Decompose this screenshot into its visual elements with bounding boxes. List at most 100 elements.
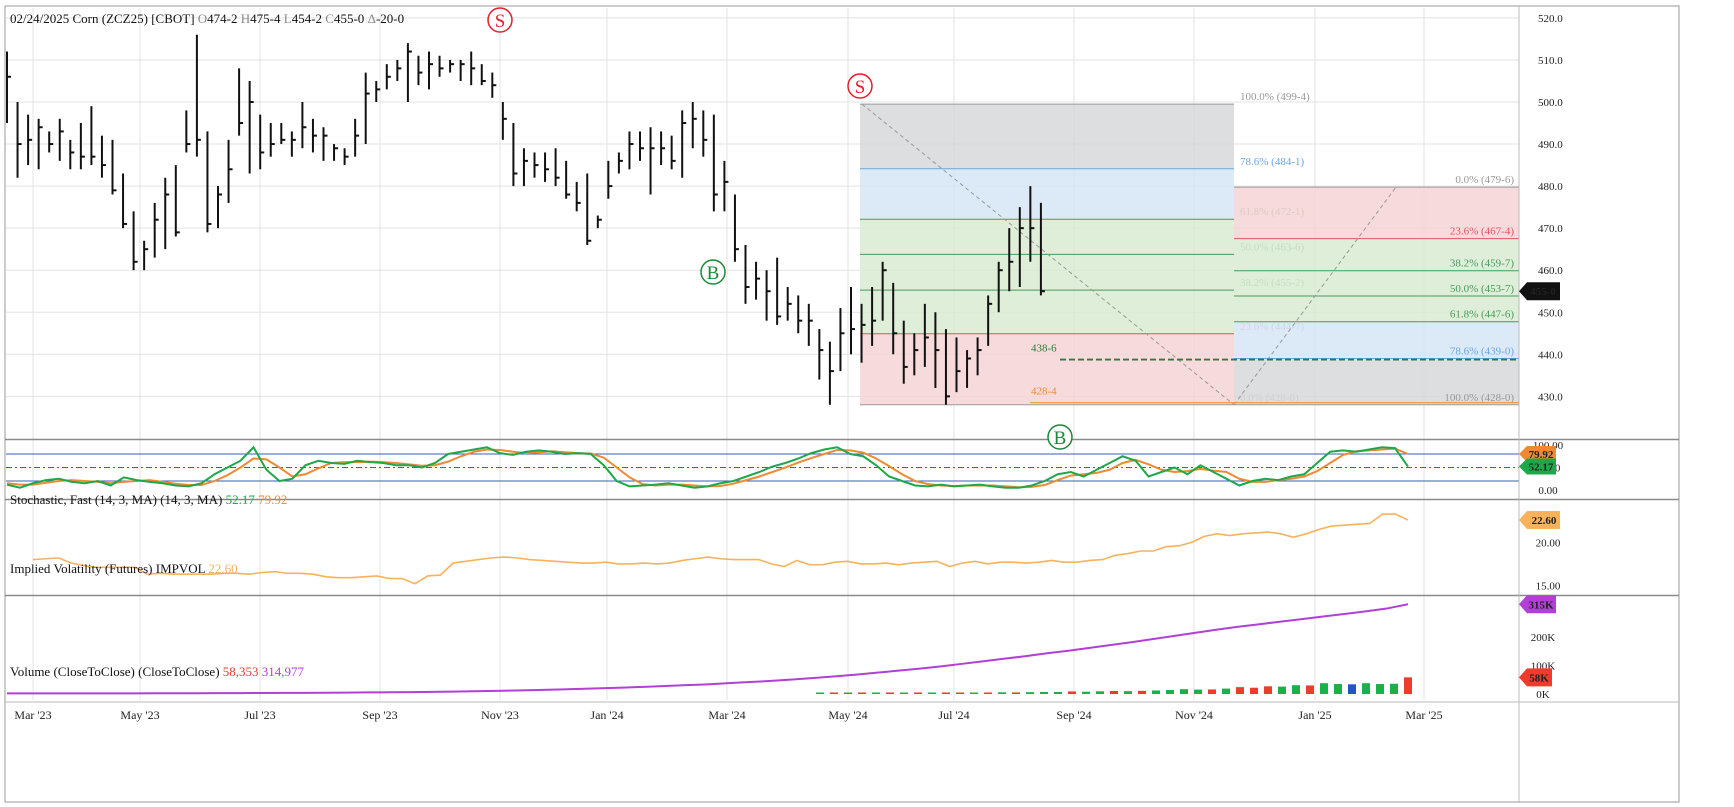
- price-tick-label: 450.0: [1538, 307, 1563, 319]
- date-tick-label: Jul '23: [244, 708, 275, 722]
- volume-bar: [914, 692, 922, 694]
- volume-bar: [1320, 683, 1328, 694]
- volume-bar: [1180, 689, 1188, 694]
- fib1-trendline: [861, 103, 1235, 406]
- signal-letter: B: [707, 263, 720, 284]
- date-tick-label: Sep '23: [362, 708, 397, 722]
- price-tick-label: 520.0: [1538, 13, 1563, 25]
- date-tick-label: Nov '23: [481, 708, 519, 722]
- impvol-title-row: Implied Volatility (Futures) IMPVOL 22.6…: [10, 561, 238, 576]
- volume-tick-label: 200K: [1531, 632, 1556, 644]
- impvol-value: 22.60: [208, 561, 237, 576]
- volume-bar: [1390, 683, 1398, 694]
- signal-marker: [847, 73, 873, 99]
- volume-panel: [7, 603, 1412, 695]
- price-tick-label: 510.0: [1538, 55, 1563, 67]
- volume-bar: [1068, 691, 1076, 694]
- fib1-zone: [860, 333, 1234, 405]
- volume-bar: [900, 692, 908, 694]
- fib2-level-label: 61.8% (447-6): [1450, 309, 1514, 321]
- volume-bar: [984, 692, 992, 694]
- volume-bar: [1082, 691, 1090, 694]
- volume-bar: [1012, 692, 1020, 694]
- change-label: Δ: [368, 11, 376, 26]
- fib1-level-label: 100.0% (499-4): [1240, 91, 1310, 103]
- fib2-zone: [1234, 321, 1519, 359]
- open-value: 474-2: [207, 11, 237, 26]
- fib2-level-label: 78.6% (439-0): [1450, 346, 1514, 358]
- high-label: H: [241, 11, 250, 26]
- panel-separators: [5, 438, 1679, 703]
- right-axis: 520.0 510.0 500.0 490.0 480.0 470.0 460.0 450.0…: [1518, 6, 1564, 802]
- fib1-zone: [860, 168, 1234, 220]
- fib2-zone: [1234, 295, 1519, 322]
- volume-bar: [1194, 689, 1202, 694]
- header-date: 02/24/2025: [10, 11, 69, 26]
- date-tick-label: Mar '23: [14, 708, 51, 722]
- fib1-zone: [860, 290, 1234, 334]
- last-price-badge: [1519, 282, 1560, 301]
- fib2-level-label: 38.2% (459-7): [1450, 258, 1514, 270]
- impvol-tick-label: 15.00: [1536, 580, 1561, 592]
- fib1-zone: [860, 254, 1234, 291]
- volume-bar: [1026, 692, 1034, 694]
- volume-bar: [1404, 677, 1412, 694]
- stochastic-d-badge: [1519, 446, 1556, 463]
- volume-bar: [928, 692, 936, 694]
- volume-bar: [886, 692, 894, 694]
- impvol-line: [32, 513, 1409, 585]
- open-interest-value: 314,977: [262, 664, 305, 679]
- stochastic-d-value: 79.92: [258, 492, 287, 507]
- price-tick-label: 470.0: [1538, 223, 1563, 235]
- low-marker-label: 428-4: [1031, 386, 1057, 398]
- fib1-zone: [860, 104, 1234, 169]
- date-tick-label: Jan '24: [590, 708, 623, 722]
- fibonacci-retracements: 100.0% (499-4)78.6% (484-1)61.8% (472-1)…: [860, 91, 1519, 406]
- volume-tick-label: 0K: [1536, 689, 1550, 701]
- price-tick-label: 480.0: [1538, 181, 1563, 193]
- volume-bar: [998, 692, 1006, 694]
- signal-marker: [700, 259, 726, 285]
- open-label: O: [198, 11, 207, 26]
- volume-bar: [1096, 691, 1104, 694]
- volume-bar: [1306, 685, 1314, 694]
- volume-bar: [1334, 684, 1342, 694]
- volume-bar: [1292, 685, 1300, 694]
- stochastic-title: Stochastic, Fast (14, 3, MA) (14, 3, MA): [10, 492, 222, 507]
- price-bars: [6, 34, 1045, 405]
- stochastic-k-badge-label: 52.17: [1529, 462, 1554, 474]
- fib1-zone: [860, 219, 1234, 255]
- stochastic-panel: [6, 445, 1519, 489]
- header-instrument: Corn (ZCZ25) [CBOT]: [72, 11, 194, 26]
- date-axis: Mar '23 May '23 Jul '23 Sep '23 Nov '23 Jan '…: [14, 708, 1442, 722]
- volume-bar: [1152, 690, 1160, 694]
- fib2-level-label: 0.0% (479-6): [1455, 174, 1514, 186]
- volume-bar: [1166, 690, 1174, 694]
- price-tick-label: 490.0: [1538, 139, 1563, 151]
- impvol-tick-label: 20.00: [1536, 537, 1561, 549]
- last-price-label: 455-0: [1530, 286, 1556, 298]
- volume-bar: [1054, 692, 1062, 694]
- signal-letter: S: [855, 77, 866, 98]
- signal-letter: B: [1054, 428, 1067, 449]
- fib2-level-label: 50.0% (453-7): [1450, 283, 1514, 295]
- open-interest-badge: [1519, 595, 1556, 614]
- trade-signals: S S B B: [487, 7, 1073, 450]
- date-tick-label: Jul '24: [938, 708, 969, 722]
- close-value: 455-0: [334, 11, 364, 26]
- fib2-level-label: 100.0% (428-0): [1444, 392, 1514, 404]
- stochastic-k-badge: [1519, 458, 1556, 475]
- fib1-level-label: 78.6% (484-1): [1240, 156, 1304, 168]
- date-tick-label: Sep '24: [1056, 708, 1091, 722]
- change-value: -20-0: [376, 11, 404, 26]
- stochastic-tick-label: 0.00: [1538, 485, 1558, 497]
- volume-bar: [1236, 687, 1244, 694]
- volume-bar: [956, 692, 964, 694]
- support-label: 438-6: [1031, 343, 1057, 355]
- volume-bar: [1376, 684, 1384, 694]
- chart-header: 02/24/2025 Corn (ZCZ25) [CBOT] O474-2 H 4…: [10, 11, 404, 26]
- close-label: C: [325, 11, 334, 26]
- date-tick-label: May '23: [120, 708, 159, 722]
- volume-bar: [872, 692, 880, 694]
- volume-value: 58,353: [223, 664, 259, 679]
